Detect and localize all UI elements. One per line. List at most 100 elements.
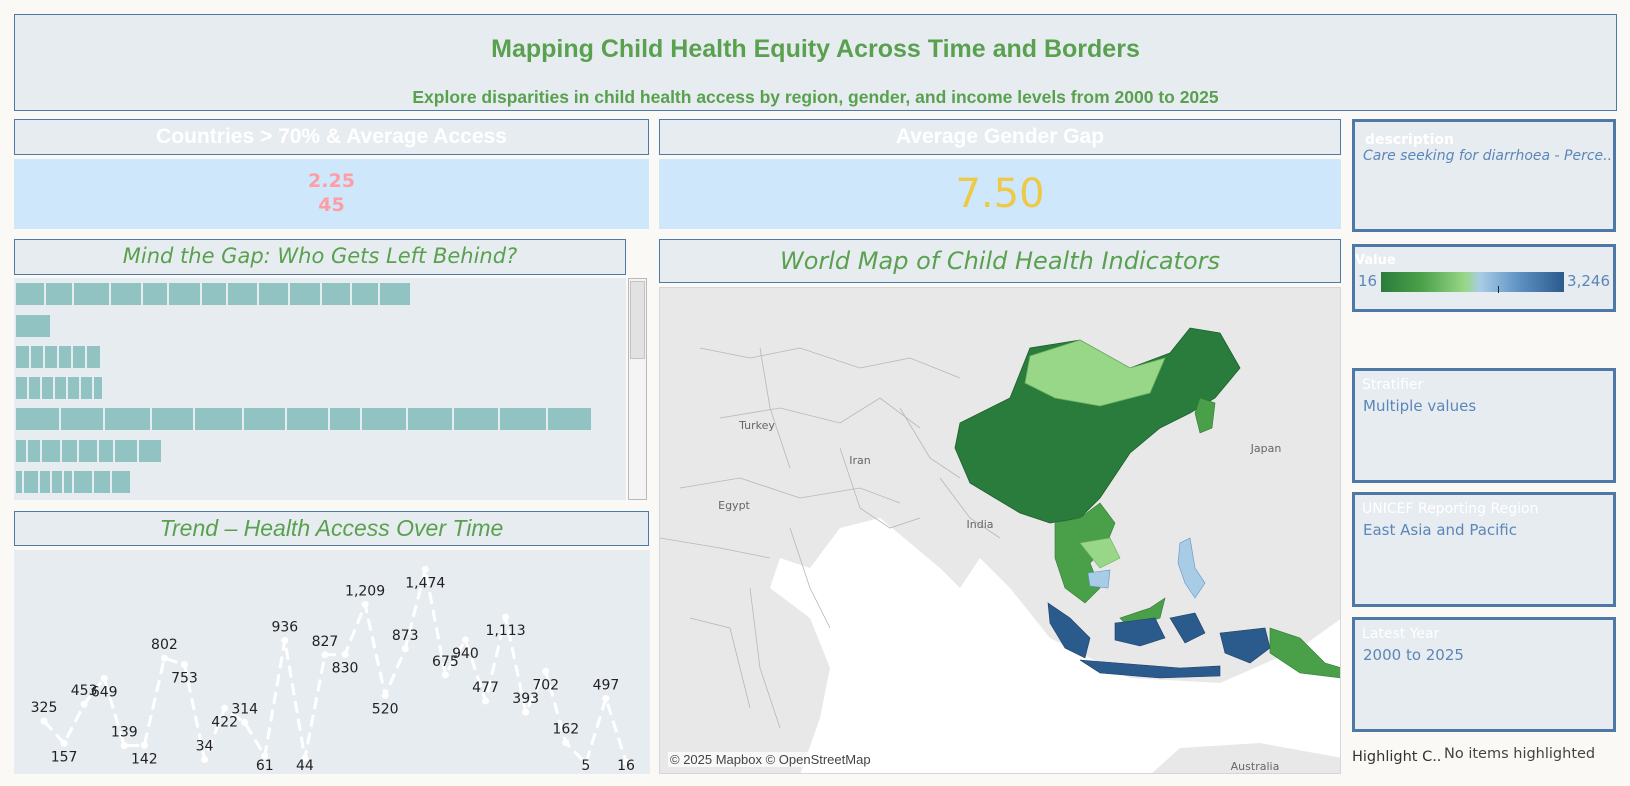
year-filter-label: Latest Year [1362,626,1440,642]
gap-bar-row[interactable] [16,283,412,305]
trend-point[interactable] [461,636,469,644]
trend-point[interactable] [381,691,389,699]
trend-data-label: 940 [452,646,479,662]
trend-point[interactable] [80,700,88,708]
trend-point[interactable] [582,759,590,767]
year-filter[interactable]: Latest Year 2000 to 2025 [1352,617,1616,732]
trend-point[interactable] [602,694,610,702]
gap-bar-row[interactable] [16,440,163,462]
map-region-indonesia-borneo[interactable] [1114,617,1166,647]
trend-point[interactable] [622,758,630,766]
trend-data-label: 497 [593,677,620,693]
trend-data-label: 5 [581,758,590,774]
map-attribution[interactable]: © 2025 Mapbox © OpenStreetMap [668,752,873,767]
trend-point[interactable] [201,756,209,764]
trend-point[interactable] [180,661,188,669]
gap-bar-row[interactable] [16,408,593,430]
kpi-gender-gap-value: 7.50 [955,171,1045,217]
kpi-gender-gap-title: Average Gender Gap [659,119,1341,155]
gap-bar-chart[interactable] [14,278,626,500]
trend-data-label: 873 [392,628,419,644]
map-label-india: India [967,518,994,531]
region-filter-label: UNICEF Reporting Region [1362,501,1539,517]
trend-point[interactable] [321,651,329,659]
trend-data-label: 1,474 [405,575,445,591]
gap-bar-row[interactable] [16,346,102,368]
trend-point[interactable] [421,565,429,573]
map-region-southeast-asia[interactable] [1054,502,1116,604]
map-region-philippines[interactable] [1177,537,1206,599]
kpi-countries-title: Countries > 70% & Average Access [14,119,649,155]
highlight-value[interactable]: No items highlighted [1444,746,1596,762]
year-filter-value[interactable]: 2000 to 2025 [1363,646,1464,664]
trend-point[interactable] [301,754,309,762]
trend-series-line[interactable] [42,567,628,765]
map-region-laos[interactable] [1079,537,1121,569]
map-section-title: World Map of Child Health Indicators [659,239,1341,283]
kpi-countries-card[interactable]: 2.25 45 [14,159,649,229]
gap-bar-row[interactable] [16,471,134,493]
map-region-papua-new-guinea[interactable] [1269,627,1341,679]
gap-scrollbar[interactable] [628,278,647,500]
trend-data-label: 325 [31,700,58,716]
trend-point[interactable] [401,645,409,653]
map-region-korea[interactable] [1194,397,1216,434]
trend-data-label: 936 [271,619,298,635]
map-region-indonesia-papua[interactable] [1219,627,1271,664]
trend-data-label: 520 [372,701,399,717]
region-filter[interactable]: UNICEF Reporting Region East Asia and Pa… [1352,492,1616,607]
trend-line-chart[interactable]: 325 157 453 649 139 142 802 753 34 422 314 61 936 44 8… [14,550,650,774]
trend-data-label: 827 [312,634,339,650]
trend-point[interactable] [522,708,530,716]
stratifier-filter-label: Stratifier [1362,377,1424,393]
trend-point[interactable] [120,742,128,750]
trend-point[interactable] [221,704,229,712]
legend-max-value: 3,246 [1567,272,1610,290]
trend-data-label: 139 [111,725,138,741]
kpi-gender-gap-card[interactable]: 7.50 [659,159,1341,229]
map-label-iran: Iran [849,454,871,467]
trend-point[interactable] [60,739,68,747]
map-region-cambodia[interactable] [1087,569,1111,589]
stratifier-filter-value[interactable]: Multiple values [1363,397,1477,415]
trend-data-label: 1,209 [345,583,385,599]
map-region-indonesia-sumatra[interactable] [1047,602,1091,659]
map-label-japan: Japan [1250,442,1282,455]
trend-data-label: 44 [296,758,314,774]
gap-scrollbar-thumb[interactable] [630,281,645,359]
stratifier-filter[interactable]: Stratifier Multiple values [1352,368,1616,483]
trend-point[interactable] [562,739,570,747]
world-map[interactable]: Turkey Iran Egypt India Japan Australia … [659,287,1341,774]
gap-bar-row[interactable] [16,377,104,399]
world-map-svg[interactable]: Turkey Iran Egypt India Japan Australia [660,288,1341,774]
trend-point[interactable] [542,667,550,675]
trend-point[interactable] [341,650,349,658]
legend-min-value: 16 [1358,272,1378,290]
gap-bar-row[interactable] [16,315,52,337]
trend-point[interactable] [241,719,249,727]
legend-gradient [1381,272,1564,293]
trend-point[interactable] [502,613,510,621]
trend-point[interactable] [40,717,48,725]
trend-point[interactable] [100,674,108,682]
trend-point[interactable] [140,741,148,749]
map-region-mongolia[interactable] [1024,339,1166,407]
trend-point[interactable] [160,654,168,662]
trend-data-label: 675 [432,654,459,670]
trend-point[interactable] [281,636,289,644]
land-mass [1152,743,1340,773]
map-region-indonesia-java[interactable] [1079,659,1221,679]
trend-point[interactable] [441,671,449,679]
trend-point[interactable] [261,752,269,760]
map-label-australia: Australia [1231,760,1280,773]
map-region-indonesia-sulawesi[interactable] [1169,612,1206,644]
country-borders [660,347,1001,729]
trend-point[interactable] [361,600,369,608]
description-filter-value[interactable]: Care seeking for diarrhoea - Perce.. [1363,148,1613,164]
trend-point[interactable] [482,697,490,705]
kpi-countries-value: 2.25 [308,170,355,192]
highlight-label: Highlight C.. [1352,749,1442,765]
region-filter-value[interactable]: East Asia and Pacific [1363,521,1517,539]
description-filter[interactable]: description Care seeking for diarrhoea -… [1352,119,1616,232]
